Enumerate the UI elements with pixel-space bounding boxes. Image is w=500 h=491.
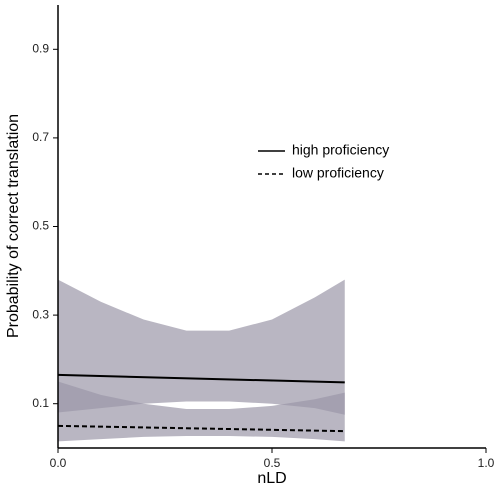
x-tick-label: 1.0 (478, 456, 495, 470)
y-tick-label: 0.9 (32, 41, 49, 55)
x-axis-title: nLD (257, 470, 286, 487)
x-tick-label: 0.5 (264, 456, 281, 470)
y-tick-label: 0.7 (32, 130, 49, 144)
y-tick-label: 0.3 (32, 307, 49, 321)
y-axis-title: Probability of correct translation (5, 114, 22, 338)
x-tick-label: 0.0 (50, 456, 67, 470)
y-tick-label: 0.1 (32, 396, 49, 410)
confidence-band (58, 279, 345, 415)
y-tick-label: 0.5 (32, 219, 49, 233)
legend-label: high proficiency (292, 142, 389, 158)
confidence-band (58, 381, 345, 442)
series-line (57, 373, 345, 384)
legend-label: low proficiency (292, 165, 384, 181)
